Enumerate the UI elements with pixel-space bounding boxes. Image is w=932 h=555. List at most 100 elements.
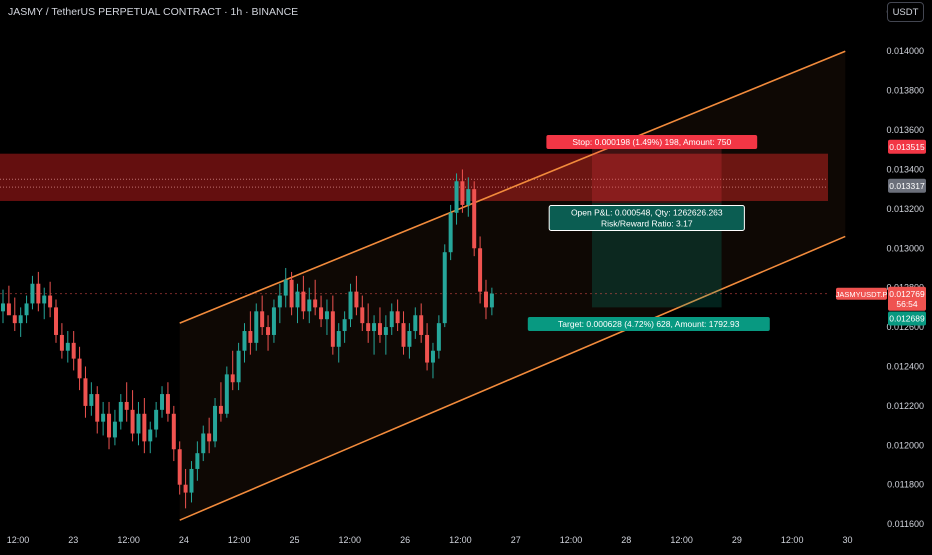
chart-title: JASMY / TetherUS PERPETUAL CONTRACT · 1h… [8, 6, 299, 18]
candle[interactable] [177, 449, 182, 485]
channel-lower-line[interactable] [179, 235, 846, 521]
candle[interactable] [460, 181, 465, 205]
candle[interactable] [271, 307, 276, 335]
candle[interactable] [195, 453, 200, 469]
candle[interactable] [36, 283, 41, 304]
candle[interactable] [189, 468, 194, 493]
candle[interactable] [472, 189, 477, 249]
x-tick-label: 12:00 [339, 535, 362, 545]
candle[interactable] [42, 295, 47, 304]
candle[interactable] [83, 378, 88, 406]
candle[interactable] [348, 291, 353, 320]
candle[interactable] [342, 319, 347, 332]
candle[interactable] [71, 342, 76, 359]
candle[interactable] [107, 413, 112, 438]
candle[interactable] [54, 307, 59, 335]
candle[interactable] [112, 421, 117, 438]
candle[interactable] [425, 334, 430, 363]
stop-price-tag-text: 0.013515 [889, 142, 925, 152]
candle[interactable] [307, 299, 312, 312]
stop-label[interactable] [546, 135, 758, 149]
candle[interactable] [242, 331, 247, 351]
candle[interactable] [218, 405, 223, 414]
candle[interactable] [148, 429, 153, 442]
candle[interactable] [413, 315, 418, 332]
candle[interactable] [360, 307, 365, 324]
candle[interactable] [377, 323, 382, 335]
candle[interactable] [18, 315, 23, 324]
candle[interactable] [48, 295, 53, 308]
resistance-zone[interactable] [0, 153, 828, 201]
candle[interactable] [436, 323, 441, 351]
candle[interactable] [389, 311, 394, 328]
candle[interactable] [260, 311, 265, 328]
candle[interactable] [489, 293, 494, 308]
candle[interactable] [165, 394, 170, 414]
candle[interactable] [466, 189, 471, 205]
candle[interactable] [124, 401, 129, 410]
stop-zone[interactable] [592, 145, 722, 203]
candle[interactable] [313, 299, 318, 308]
target-label[interactable] [527, 317, 770, 331]
candle[interactable] [395, 311, 400, 324]
candle[interactable] [401, 323, 406, 347]
candle[interactable] [483, 291, 488, 308]
candle[interactable] [89, 394, 94, 406]
candle[interactable] [101, 413, 106, 422]
candle[interactable] [12, 315, 17, 324]
candle[interactable] [372, 323, 377, 332]
candle[interactable] [301, 291, 306, 312]
candle[interactable] [136, 413, 141, 434]
candle[interactable] [160, 394, 165, 410]
candle[interactable] [154, 409, 159, 430]
candle[interactable] [171, 413, 176, 450]
candle[interactable] [130, 409, 135, 434]
candle[interactable] [236, 350, 241, 383]
candle[interactable] [95, 394, 100, 422]
candle[interactable] [277, 295, 282, 308]
candle[interactable] [289, 279, 294, 308]
x-tick-label: 12:00 [7, 535, 30, 545]
candle[interactable] [248, 331, 253, 343]
candle[interactable] [454, 181, 459, 213]
candle[interactable] [254, 311, 259, 343]
candle[interactable] [59, 334, 64, 351]
channel-upper-line[interactable] [179, 50, 846, 324]
candle[interactable] [383, 327, 388, 335]
candle[interactable] [478, 248, 483, 292]
candle[interactable] [118, 401, 123, 422]
candle[interactable] [442, 252, 447, 324]
candle[interactable] [207, 433, 212, 442]
candle[interactable] [1, 303, 5, 312]
candle[interactable] [366, 323, 371, 332]
candle[interactable] [65, 342, 70, 351]
candle[interactable] [324, 311, 329, 320]
candle[interactable] [224, 374, 229, 414]
candle[interactable] [183, 484, 188, 493]
candle[interactable] [266, 327, 271, 335]
candle[interactable] [319, 307, 324, 320]
candle[interactable] [230, 374, 235, 383]
candle[interactable] [283, 279, 288, 296]
candle[interactable] [295, 291, 300, 308]
candle[interactable] [419, 315, 424, 335]
candle[interactable] [77, 358, 82, 379]
x-tick-label: 12:00 [670, 535, 693, 545]
candle[interactable] [407, 331, 412, 347]
candle[interactable] [448, 212, 453, 253]
candle[interactable] [24, 303, 29, 316]
x-tick-label: 27 [511, 535, 521, 545]
currency-button[interactable]: USDT [887, 2, 924, 22]
candle[interactable] [330, 311, 335, 347]
candle[interactable] [30, 283, 35, 304]
candle[interactable] [213, 405, 218, 442]
pnl-label[interactable] [548, 205, 745, 231]
candle[interactable] [430, 350, 435, 363]
candle[interactable] [142, 413, 147, 442]
candle[interactable] [354, 291, 359, 308]
candle[interactable] [336, 331, 341, 347]
candle[interactable] [6, 303, 11, 316]
candle[interactable] [201, 433, 206, 454]
